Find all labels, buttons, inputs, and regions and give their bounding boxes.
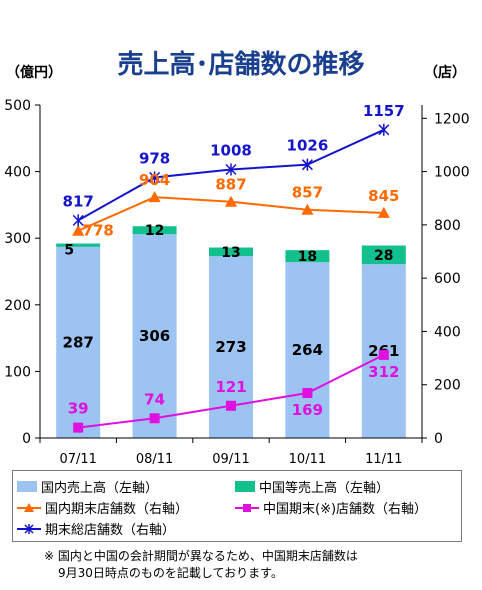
bar-china-sales (56, 243, 101, 247)
right-axis-unit: （店） (424, 65, 466, 81)
legend-swatch-china-stores (235, 503, 259, 512)
china-sales-label: 18 (298, 249, 317, 265)
bar-china-sales (209, 247, 253, 257)
domestic-stores-marker (148, 191, 161, 203)
china-stores-marker (302, 387, 313, 398)
legend-swatch-total-stores (17, 523, 41, 534)
china-stores-label: 121 (215, 378, 246, 396)
china-sales-label: 28 (374, 248, 393, 264)
domestic-stores-label: 857 (292, 184, 323, 202)
x-tick-label: 10/11 (289, 452, 326, 467)
left-tick-label: 0 (22, 431, 31, 447)
right-tick-label: 1200 (434, 111, 470, 127)
x-tick-label: 11/11 (365, 452, 402, 467)
domestic-sales-label: 273 (215, 338, 246, 356)
domestic-stores-marker (225, 195, 237, 207)
left-tick-label: 500 (4, 98, 31, 114)
china-sales-label: 12 (145, 223, 164, 239)
legend-swatch-china-sales (235, 481, 255, 492)
total-stores-marker (301, 158, 313, 171)
legend-label-domestic-sales: 国内売上高（左軸） (41, 481, 159, 496)
legend-total-stores: 期末総店舗数（右軸） (17, 519, 175, 538)
right-tick-label: 0 (434, 431, 443, 447)
bar-domestic-sales (132, 234, 177, 438)
legend-china-sales: 中国等売上高（左軸） (235, 477, 389, 496)
legend-label-china-stores: 中国期末(※)店舗数（右軸） (263, 502, 428, 517)
legend-label-china-sales: 中国等売上高（左軸） (259, 481, 390, 496)
domestic-stores-label: 778 (83, 222, 114, 240)
footnote-line-2: 9月30日時点のものを記載しております。 (58, 566, 283, 580)
china-stores-label: 39 (68, 400, 89, 418)
total-stores-label: 1026 (287, 137, 329, 155)
x-tick-label: 08/11 (136, 452, 173, 467)
bar-domestic-sales (56, 246, 101, 438)
china-stores-marker (378, 349, 389, 360)
x-tick-label: 07/11 (59, 452, 96, 467)
china-stores-marker (149, 413, 160, 424)
china-stores-label: 312 (368, 363, 399, 381)
china-stores-label: 74 (144, 390, 165, 408)
domestic-stores-marker (72, 224, 85, 236)
footnote: ※ 国内と中国の会計期間が異なるため、中国期末店舗数は 9月30日時点のものを記… (44, 548, 358, 582)
left-tick-label: 100 (4, 364, 31, 380)
domestic-stores-marker (377, 206, 390, 218)
china-stores-marker (226, 400, 236, 411)
footnote-line-1: ※ 国内と中国の会計期間が異なるため、中国期末店舗数は (44, 549, 358, 563)
legend-swatch-domestic-stores (17, 502, 41, 512)
bar-china-sales (361, 245, 406, 265)
legend-swatch-domestic-sales (17, 481, 37, 492)
china-stores-label: 169 (292, 401, 323, 419)
chart-title: 売上高･店舗数の推移 (117, 50, 365, 80)
total-stores-marker (72, 214, 84, 227)
legend-label-total-stores: 期末総店舗数（右軸） (45, 523, 176, 538)
left-tick-label: 200 (4, 298, 31, 314)
left-tick-label: 300 (4, 231, 31, 247)
bar-china-sales (285, 250, 330, 263)
china-sales-label: 13 (221, 245, 240, 261)
total-stores-label: 1008 (210, 141, 252, 159)
total-stores-label: 817 (63, 192, 94, 210)
right-tick-label: 800 (434, 218, 461, 234)
domestic-stores-label: 904 (139, 171, 170, 189)
domestic-sales-label: 264 (292, 341, 323, 359)
domestic-sales-label: 287 (63, 333, 94, 351)
domestic-stores-label: 887 (215, 176, 246, 194)
legend-domestic-stores: 国内期末店舗数（右軸） (17, 498, 188, 517)
china-sales-label: 5 (64, 243, 74, 259)
right-tick-label: 200 (434, 378, 461, 394)
china-stores-marker (73, 422, 84, 433)
bar-domestic-sales (285, 262, 330, 438)
total-stores-marker (149, 171, 161, 184)
total-stores-label: 978 (139, 149, 170, 167)
left-tick-label: 400 (4, 165, 31, 181)
total-stores-label: 1157 (363, 102, 405, 120)
domestic-stores-marker (301, 203, 314, 215)
legend-china-stores: 中国期末(※)店舗数（右軸） (235, 498, 427, 517)
chart-legend: 国内売上高（左軸） 中国等売上高（左軸） 国内期末店舗数（右軸） 中国期末(※)… (12, 470, 462, 542)
legend-domestic-sales: 国内売上高（左軸） (17, 477, 158, 496)
total-stores-marker (225, 163, 237, 176)
combo-chart: 0 100 200 300 400 500 0 200 400 600 800 1000 1200 07/… (4, 98, 470, 467)
right-tick-label: 600 (434, 271, 461, 287)
bar-china-sales (132, 226, 177, 235)
total-stores-marker (378, 123, 390, 136)
right-tick-label: 400 (434, 324, 461, 340)
domestic-sales-label: 306 (139, 327, 170, 345)
right-tick-label: 1000 (434, 165, 470, 181)
domestic-stores-label: 845 (368, 187, 399, 205)
legend-label-domestic-stores: 国内期末店舗数（右軸） (45, 502, 189, 517)
x-tick-label: 09/11 (212, 452, 249, 467)
left-axis-unit: （億円） (6, 65, 62, 81)
